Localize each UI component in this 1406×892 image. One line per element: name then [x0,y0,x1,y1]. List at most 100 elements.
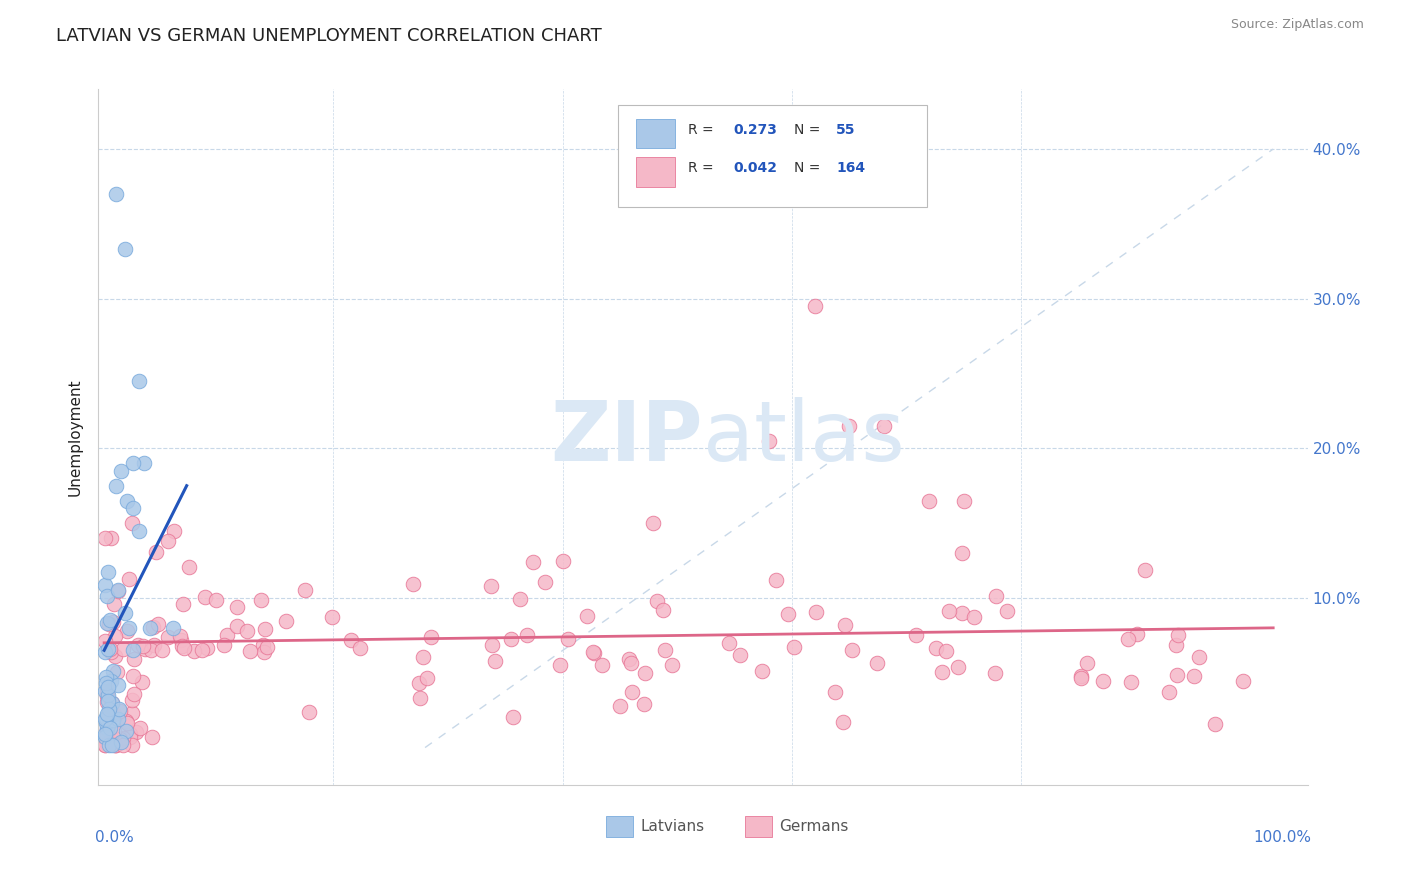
Point [111,738,134,752]
Point [1182,669,1205,683]
Point [157,631,180,645]
Point [548,657,571,672]
Point [502,710,524,724]
Point [838,418,860,433]
Point [409,690,432,705]
Point [509,592,531,607]
Point [415,671,437,685]
Point [139,621,162,635]
Point [128,374,150,388]
Point [101,664,124,678]
Point [1157,685,1180,699]
Point [1232,673,1254,688]
Bar [637,120,675,148]
Point [118,727,141,741]
Point [100,696,122,710]
Text: 0.042: 0.042 [734,161,778,175]
Point [212,638,235,652]
Point [97,718,120,732]
Point [169,629,191,643]
Point [127,638,149,652]
Point [872,418,894,433]
Point [952,493,974,508]
Point [163,524,186,538]
Point [751,665,773,679]
Point [97,708,120,723]
Bar [745,816,772,837]
Point [484,654,506,668]
Point [239,644,262,658]
Bar [606,816,633,837]
Point [1167,628,1189,642]
Point [479,579,502,593]
Point [107,584,129,599]
Point [94,738,117,752]
Point [620,685,643,699]
Point [103,724,125,739]
Point [115,714,138,728]
Point [122,669,145,683]
Point [783,640,806,654]
Point [730,648,752,663]
Bar [637,157,675,186]
Point [104,629,127,643]
Point [114,242,136,256]
Point [995,605,1018,619]
Point [946,660,969,674]
Point [110,735,132,749]
Point [582,645,605,659]
Point [118,730,141,744]
Point [104,738,127,752]
Text: N =: N = [793,161,824,175]
Point [104,738,127,752]
Point [100,673,122,688]
Text: Latvians: Latvians [640,819,704,834]
Point [834,618,856,632]
Point [1166,638,1188,652]
Point [634,666,657,681]
Text: Source: ZipAtlas.com: Source: ZipAtlas.com [1230,18,1364,31]
Point [100,645,122,659]
Point [98,641,121,656]
Point [104,186,127,201]
Point [94,716,117,731]
Point [804,605,827,619]
Point [172,640,194,654]
Point [128,524,150,538]
Point [107,712,129,726]
Point [534,574,557,589]
Point [97,709,120,723]
Point [94,711,117,725]
FancyBboxPatch shape [619,104,927,208]
Point [115,716,138,731]
Point [408,676,430,690]
Point [661,657,683,672]
Text: Germans: Germans [779,819,849,834]
Point [103,707,125,722]
Point [96,730,118,744]
Point [499,632,522,646]
Text: R =: R = [689,161,718,175]
Point [170,632,193,647]
Point [94,713,117,727]
Text: LATVIAN VS GERMAN UNEMPLOYMENT CORRELATION CHART: LATVIAN VS GERMAN UNEMPLOYMENT CORRELATI… [56,27,602,45]
Point [125,725,148,739]
Text: atlas: atlas [703,397,904,477]
Point [122,687,145,701]
Text: 100.0%: 100.0% [1253,830,1312,846]
Point [96,690,118,704]
Point [276,614,298,628]
Point [866,656,889,670]
Point [97,681,120,695]
Point [146,617,169,632]
Point [150,643,173,657]
Point [984,589,1007,603]
Point [94,684,117,698]
Point [100,696,122,710]
Point [217,628,239,642]
Point [765,574,787,588]
Point [339,632,361,647]
Point [157,534,180,549]
Point [931,665,953,679]
Point [121,501,143,516]
